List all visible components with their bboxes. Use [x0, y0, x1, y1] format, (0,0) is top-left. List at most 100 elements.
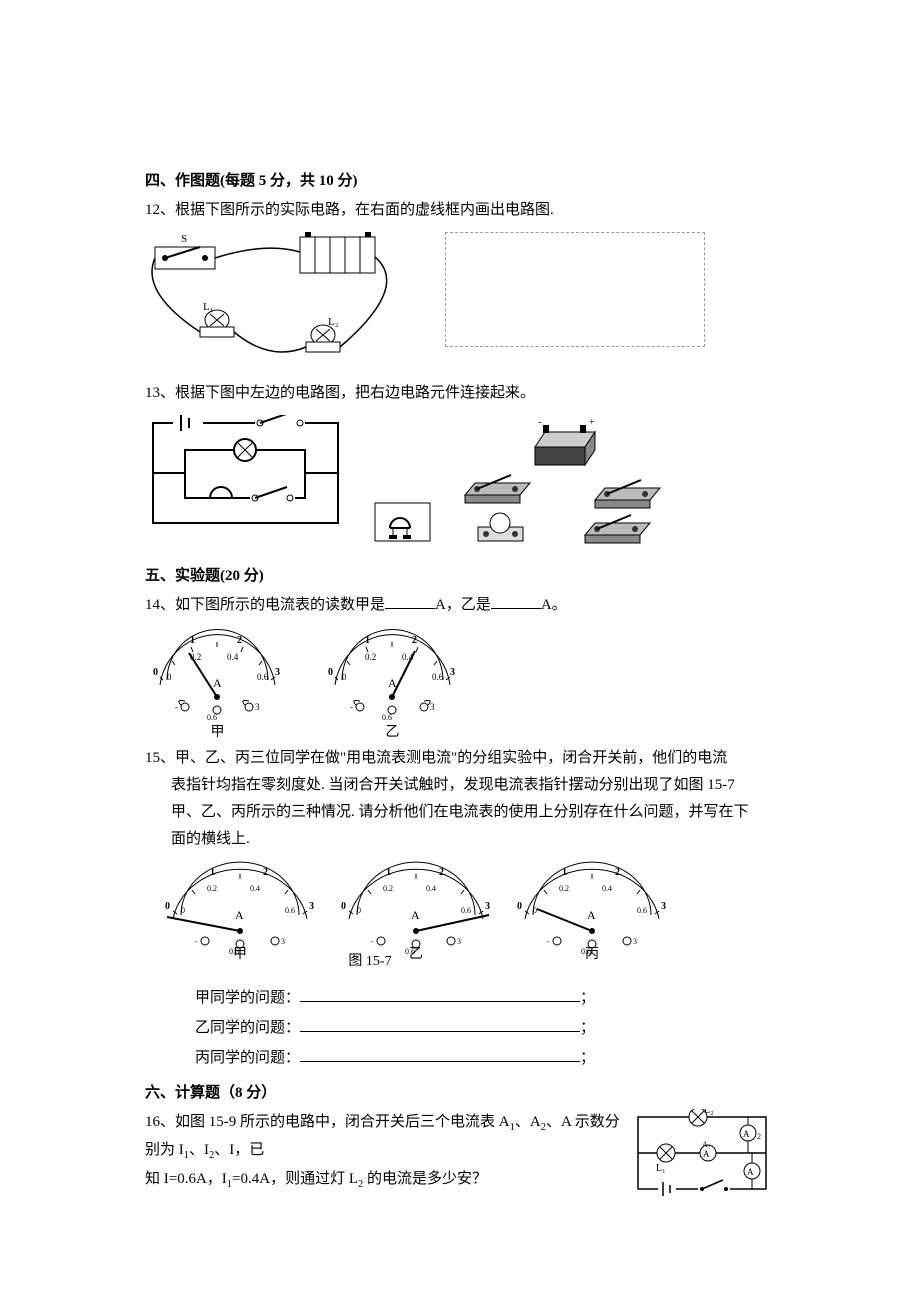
- svg-text:A: A: [235, 908, 244, 922]
- q16-l2a: 知 I=0.6A，I: [145, 1171, 227, 1187]
- meter-unit: A: [213, 676, 222, 690]
- q15-a2-blank: [300, 1017, 580, 1032]
- svg-text:L₂: L₂: [704, 1109, 714, 1116]
- svg-text:0: 0: [517, 901, 522, 912]
- svg-text:A₁: A₁: [702, 1140, 711, 1149]
- svg-text:0: 0: [167, 672, 172, 682]
- section-5-header: 五、实验题(20 分): [145, 563, 775, 590]
- q15-answer-1: 甲同学的问题：；: [145, 985, 775, 1012]
- svg-text:2: 2: [615, 867, 620, 878]
- q12-figures: S L₁ L₂: [145, 232, 775, 362]
- svg-text:-: -: [175, 702, 178, 712]
- q13-text: 13、根据下图中左边的电路图，把右边电路元件连接起来。: [145, 380, 775, 407]
- q12-answer-box: [445, 232, 705, 347]
- svg-text:1: 1: [562, 867, 567, 878]
- q15-text: 15、甲、乙、丙三位同学在做"用电流表测电流"的分组实验中，闭合开关前，他们的电…: [145, 745, 775, 853]
- svg-text:0: 0: [153, 667, 158, 678]
- svg-text:2: 2: [237, 635, 242, 646]
- svg-text:0.4: 0.4: [426, 884, 436, 893]
- q16-p4: 、I: [189, 1142, 209, 1158]
- q15-line2: 表指针均指在零刻度处. 当闭合开关试触时，发现电流表指针摆动分别出现了如图 15…: [145, 772, 775, 799]
- q14-suffix: A。: [541, 597, 567, 613]
- svg-text:-: -: [538, 417, 541, 428]
- q14-blank-2: [491, 594, 541, 609]
- svg-text:1: 1: [365, 635, 370, 646]
- svg-text:+: +: [589, 417, 595, 428]
- svg-text:A: A: [743, 1129, 750, 1139]
- svg-text:0.2: 0.2: [365, 652, 376, 662]
- q15-line3: 甲、乙、丙所示的三种情况. 请分析他们在电流表的使用上分别存在什么问题，并写在下: [145, 799, 775, 826]
- svg-text:3: 3: [275, 667, 280, 678]
- q16-p1: 16、如图 15-9 所示的电路中，闭合开关后三个电流表 A: [145, 1114, 510, 1130]
- svg-text:A: A: [388, 676, 397, 690]
- svg-text:0: 0: [357, 906, 361, 915]
- q12-physical-circuit: S L₁ L₂: [145, 232, 425, 362]
- svg-text:A: A: [703, 1149, 710, 1159]
- needle-small: [537, 909, 592, 931]
- q15-a1-label: 甲同学的问题：: [195, 990, 300, 1006]
- svg-text:0.2: 0.2: [207, 884, 217, 893]
- q14-label-a: 甲: [145, 720, 290, 745]
- q12-text: 12、根据下图所示的实际电路，在右面的虚线框内画出电路图.: [145, 197, 775, 224]
- q16-l2c: 的电流是多少安？: [363, 1171, 487, 1187]
- section-4-header: 四、作图题(每题 5 分，共 10 分): [145, 168, 775, 195]
- svg-text:2: 2: [263, 867, 268, 878]
- svg-text:2: 2: [757, 1132, 761, 1141]
- svg-text:0.2: 0.2: [383, 884, 393, 893]
- bulb-l2-label: L₂: [328, 316, 339, 328]
- q16-text: L₂ A 2 L₁ A A₁ A 16、如图 15-9 所示的电路中，闭合开关后…: [145, 1109, 775, 1196]
- svg-text:1: 1: [386, 867, 391, 878]
- svg-text:0.2: 0.2: [559, 884, 569, 893]
- q14-label-b: 乙: [320, 720, 465, 745]
- svg-text:0.6: 0.6: [432, 672, 444, 682]
- svg-text:A: A: [587, 908, 596, 922]
- svg-text:0.6: 0.6: [285, 906, 295, 915]
- q14-blank-1: [385, 594, 435, 609]
- q14-text: 14、如下图所示的电流表的读数甲是 A，乙是 A。: [145, 592, 775, 619]
- q14-meters: 0123 00.20.40.6 A - 0.6 3 甲: [145, 625, 775, 745]
- svg-text:0: 0: [533, 906, 537, 915]
- svg-text:0.6: 0.6: [257, 672, 269, 682]
- svg-text:1: 1: [190, 635, 195, 646]
- svg-text:0: 0: [341, 901, 346, 912]
- svg-text:0.6: 0.6: [461, 906, 471, 915]
- svg-text:3: 3: [661, 901, 666, 912]
- svg-text:1: 1: [210, 867, 215, 878]
- needle-right-offscale: [416, 915, 489, 931]
- svg-text:0.6: 0.6: [637, 906, 647, 915]
- svg-text:L₁: L₁: [656, 1163, 666, 1174]
- bulb-l1-label: L₁: [203, 301, 214, 313]
- q16-p5: 、I，已: [214, 1142, 264, 1158]
- svg-text:3: 3: [633, 937, 637, 946]
- svg-text:3: 3: [457, 937, 461, 946]
- q14-meter-b: 0123 00.20.40.6 A - 0.6 3 乙: [320, 625, 465, 745]
- svg-text:0: 0: [181, 906, 185, 915]
- q15-line1: 15、甲、乙、丙三位同学在做"用电流表测电流"的分组实验中，闭合开关前，他们的电…: [145, 745, 775, 772]
- q16-p2: 、A: [515, 1114, 541, 1130]
- svg-text:-: -: [547, 937, 550, 946]
- svg-text:0.6: 0.6: [207, 713, 217, 720]
- q15-a3-blank: [300, 1047, 580, 1062]
- q15-m3-label: 丙: [585, 947, 599, 962]
- svg-text:0: 0: [328, 667, 333, 678]
- q15-m1-label: 甲: [233, 947, 247, 962]
- svg-text:0.6: 0.6: [382, 713, 392, 720]
- q14-mid: A，乙是: [435, 597, 491, 613]
- q15-a1-blank: [300, 987, 580, 1002]
- svg-text:3: 3: [281, 937, 285, 946]
- q15-m2-label: 乙: [409, 947, 423, 962]
- svg-text:-: -: [350, 702, 353, 712]
- svg-text:A: A: [747, 1167, 754, 1177]
- svg-text:0: 0: [165, 901, 170, 912]
- svg-text:3: 3: [450, 667, 455, 678]
- svg-text:3: 3: [309, 901, 314, 912]
- svg-text:3: 3: [255, 702, 260, 712]
- q16-circuit: L₂ A 2 L₁ A A₁ A: [630, 1109, 775, 1199]
- svg-text:0: 0: [342, 672, 347, 682]
- svg-text:3: 3: [430, 702, 435, 712]
- q13-schematic: [145, 415, 350, 535]
- switch-label: S: [181, 233, 187, 245]
- q14-prefix: 14、如下图所示的电流表的读数甲是: [145, 597, 385, 613]
- q15-meter-3: 0123 00.20.40.6 A - 0.6 3 丙: [507, 859, 677, 967]
- svg-text:0.4: 0.4: [250, 884, 260, 893]
